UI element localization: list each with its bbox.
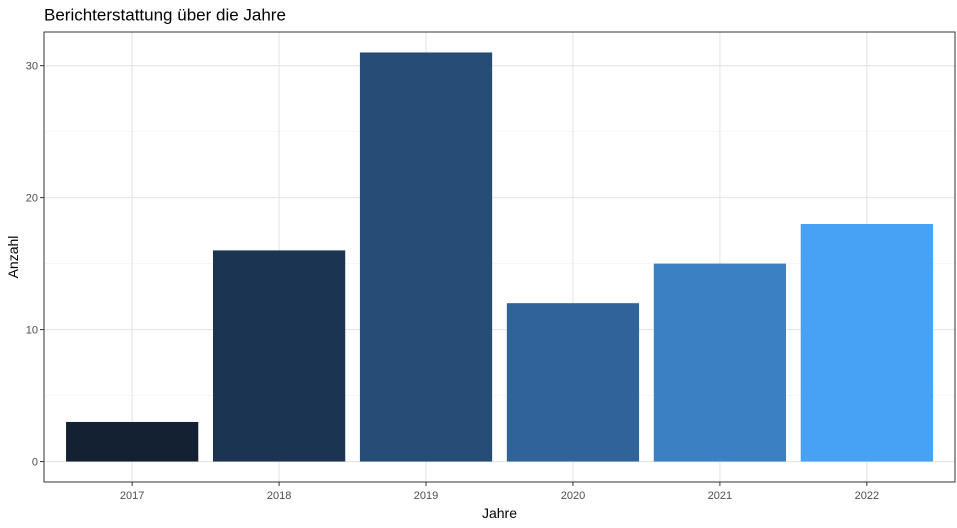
y-axis: 0 10 20 30	[26, 61, 44, 469]
bars	[66, 52, 933, 462]
x-axis-title: Jahre	[482, 505, 517, 521]
y-tick-label: 0	[32, 457, 38, 469]
y-tick-label: 20	[26, 193, 38, 205]
bar-2018	[212, 250, 346, 462]
y-tick-label: 10	[26, 325, 38, 337]
bar-2019	[359, 52, 493, 462]
panel-border	[43, 31, 956, 483]
bar-2021	[653, 263, 787, 462]
y-axis-title: Anzahl	[5, 236, 21, 279]
bar-2017	[66, 421, 199, 462]
chart-title: Berichterstattung über die Jahre	[44, 6, 286, 25]
x-tick-label: 2018	[267, 490, 291, 502]
x-axis: 2017 2018 2019 2020 2021 2022	[120, 482, 879, 502]
x-tick-label: 2019	[414, 490, 438, 502]
bar-2022	[800, 224, 933, 462]
x-tick-label: 2020	[561, 490, 585, 502]
bar-2020	[506, 303, 640, 462]
x-tick-label: 2022	[855, 490, 879, 502]
y-tick-label: 30	[26, 61, 38, 73]
x-tick-label: 2021	[708, 490, 732, 502]
x-tick-label: 2017	[120, 490, 144, 502]
